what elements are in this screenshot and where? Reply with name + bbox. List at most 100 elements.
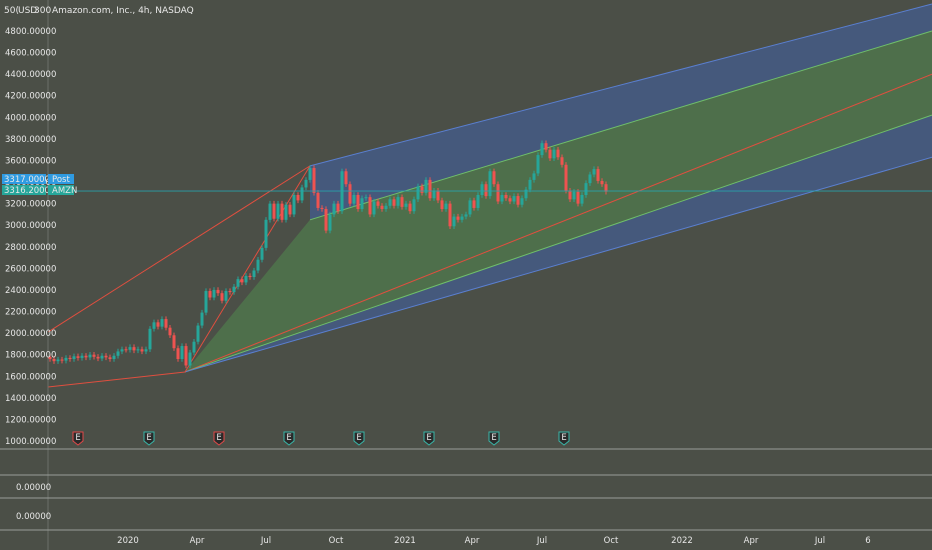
chart-title: Amazon.com, Inc., 4h, NASDAQ	[52, 6, 194, 16]
candle-body	[176, 348, 180, 359]
candle-body	[488, 171, 492, 197]
earnings-label: E	[426, 433, 431, 443]
candle-body	[116, 351, 120, 356]
earnings-badge	[72, 431, 84, 446]
candle-body	[460, 216, 464, 220]
candle-body	[48, 356, 52, 359]
candle-body	[504, 195, 508, 199]
candle-body	[272, 203, 276, 219]
candle-body	[404, 203, 408, 207]
time-tick-label: Jul	[536, 536, 547, 546]
candle-body	[328, 214, 332, 231]
candle-body	[96, 356, 100, 359]
time-tick-label: Apr	[465, 536, 480, 546]
candle-body	[508, 198, 512, 202]
candle-body	[156, 322, 160, 327]
candle-body	[88, 354, 92, 358]
candle-body	[200, 312, 204, 326]
candle-body	[228, 291, 232, 293]
candle-body	[264, 219, 268, 248]
time-tick-label: Apr	[744, 536, 759, 546]
fork-upper-line	[47, 165, 311, 333]
candle-body	[400, 197, 404, 207]
price-tag-value: 3317.00000	[4, 175, 55, 185]
price-tag-name: Post	[52, 175, 70, 185]
candle-body	[72, 356, 76, 359]
candle-body	[420, 186, 424, 193]
earnings-label: E	[356, 433, 361, 443]
currency-label[interactable]: USD	[18, 6, 37, 16]
candle-body	[364, 197, 368, 199]
candle-body	[516, 196, 520, 205]
candle-body	[56, 359, 60, 362]
candle-body	[544, 143, 548, 150]
lower-inner-line	[184, 114, 932, 373]
earnings-badge	[423, 431, 435, 446]
candle-body	[500, 195, 504, 202]
candle-body	[220, 293, 224, 301]
candle-body	[432, 190, 436, 199]
candle-body	[80, 355, 84, 358]
candle-body	[392, 199, 396, 206]
scale-value: 300	[34, 6, 51, 16]
candle-body	[376, 201, 380, 206]
candle-body	[92, 354, 96, 357]
candle-body	[296, 195, 300, 201]
price-tick-label: 2600.00000	[5, 264, 56, 274]
candle-body	[300, 187, 304, 201]
candle-body	[292, 195, 296, 215]
candle-body	[532, 173, 536, 180]
candle-body	[160, 319, 164, 327]
time-tick-label: Oct	[329, 536, 344, 546]
candle-body	[384, 205, 388, 210]
earnings-label: E	[146, 433, 151, 443]
candle-body	[596, 169, 600, 181]
pitchfork-channel[interactable]	[47, 3, 932, 388]
price-tick-label: 4800.00000	[5, 27, 56, 37]
candle-body	[136, 349, 140, 351]
time-tick-label: 2020	[117, 536, 139, 546]
price-axis[interactable]: 4800.00000 4600.00000 4400.00000 4200.00000…	[2, 27, 77, 447]
candle-body	[240, 279, 244, 283]
candle-body	[436, 190, 440, 201]
candle-body	[248, 275, 252, 277]
candle-body	[132, 347, 136, 351]
candle-body	[244, 275, 248, 283]
candle-body	[284, 204, 288, 220]
candle-body	[536, 155, 540, 174]
candle-body	[344, 171, 348, 185]
upper-inner-line	[309, 30, 932, 221]
candle-body	[464, 214, 468, 217]
time-tick-label: 2022	[671, 536, 693, 546]
candle-body	[148, 328, 152, 350]
price-tick-label: 1000.00000	[5, 437, 56, 447]
earnings-badge	[558, 431, 570, 446]
price-tick-label: 1200.00000	[5, 415, 56, 425]
candle-body	[372, 201, 376, 215]
earnings-label: E	[561, 433, 566, 443]
chart-header: 50( USD 300 Amazon.com, Inc., 4h, NASDAQ	[4, 6, 194, 16]
candle-body	[256, 259, 260, 271]
upper-line	[309, 3, 932, 167]
candle-body	[192, 341, 196, 353]
time-tick-label: Jul	[814, 536, 825, 546]
indicator-value-label: 0.00000	[16, 512, 51, 522]
candle-body	[564, 164, 568, 191]
price-tick-label: 2200.00000	[5, 308, 56, 318]
candle-body	[128, 347, 132, 350]
time-tick-label: Oct	[604, 536, 619, 546]
time-tick-label: 6	[865, 536, 870, 546]
candle-body	[236, 279, 240, 287]
candle-body	[280, 203, 284, 220]
price-tick-label: 3200.00000	[5, 200, 56, 210]
candle-body	[572, 191, 576, 200]
indicator-value-label: 0.00000	[16, 483, 51, 493]
candle-body	[360, 198, 364, 210]
indicator-panes: 0.00000 0.00000	[16, 483, 51, 522]
time-axis[interactable]: 2020 Apr Jul Oct 2021 Apr Jul Oct 2022 Apr Jul 6	[117, 536, 871, 546]
currency-prefix: 50(	[4, 6, 19, 16]
inner-band	[185, 31, 932, 372]
